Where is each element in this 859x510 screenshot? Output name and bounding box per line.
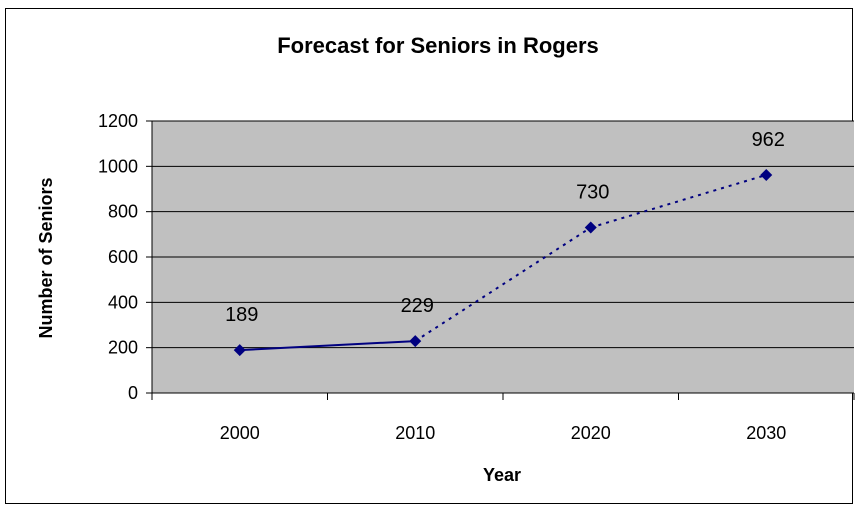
x-axis-title: Year (483, 465, 521, 485)
series-segment-2000-2010 (239, 340, 416, 352)
y-tick-label-200: 200 (108, 338, 138, 358)
y-tick-label-400: 400 (108, 292, 138, 312)
series-segment-2020-2030 (590, 173, 767, 229)
data-point-2000 (233, 344, 246, 357)
y-axis-title: Number of Seniors (36, 177, 56, 338)
y-tick-label-1000: 1000 (98, 156, 138, 176)
x-tick-label-2020: 2020 (571, 423, 611, 443)
data-label-2020: 730 (576, 182, 609, 204)
y-tick-label-600: 600 (108, 247, 138, 267)
data-label-2010: 229 (401, 295, 434, 317)
y-tick-labels: 0 200 400 600 800 1000 1200 (98, 111, 138, 403)
y-tick-label-0: 0 (128, 383, 138, 403)
data-point-2020 (584, 221, 597, 234)
x-tick-label-2000: 2000 (220, 423, 260, 443)
y-tick-label-800: 800 (108, 202, 138, 222)
y-tick-label-1200: 1200 (98, 111, 138, 131)
series-markers (233, 168, 773, 357)
x-tick-label-2010: 2010 (395, 423, 435, 443)
data-point-2030 (760, 168, 773, 181)
x-tick-label-2030: 2030 (746, 423, 786, 443)
data-label-2000: 189 (225, 304, 258, 326)
x-tick-labels: 2000 2010 2020 2030 (220, 423, 787, 443)
data-labels: 189 229 730 962 (225, 129, 785, 326)
series-segment-2010-2020 (414, 226, 592, 342)
data-point-2010 (409, 335, 422, 348)
data-label-2030: 962 (752, 129, 785, 151)
series-line (239, 173, 767, 352)
chart-title: Forecast for Seniors in Rogers (277, 33, 599, 58)
axes (151, 121, 855, 400)
